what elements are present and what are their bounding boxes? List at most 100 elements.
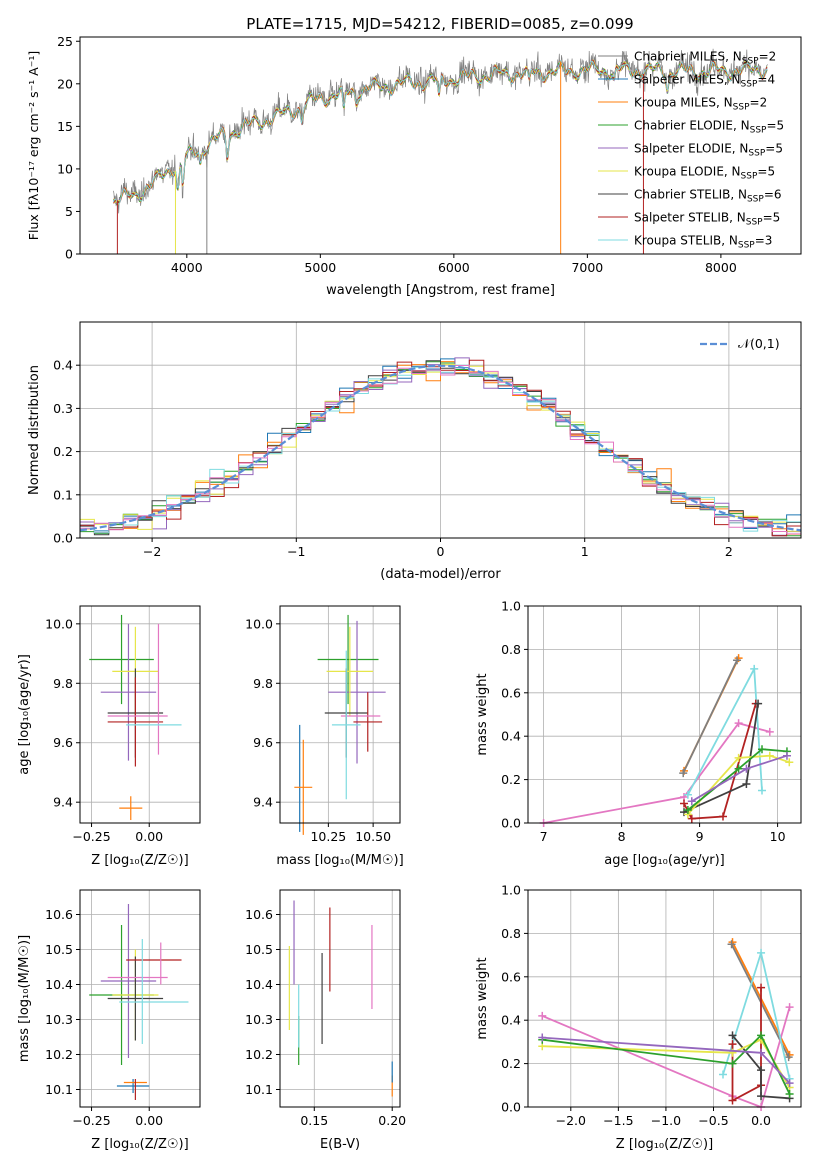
legend-value: =5: [765, 142, 783, 156]
y-tick-label: 9.8: [253, 676, 273, 691]
histogram-step: [80, 360, 801, 537]
y-tick-label: 10.0: [245, 616, 273, 631]
x-tick-label: 0.15: [300, 1113, 328, 1128]
y-tick-label: 15: [57, 119, 73, 134]
spectrum-legend: Chabrier MILES, NSSP=2 Salpeter MILES, NS…: [598, 50, 784, 251]
gridlines: [528, 605, 801, 824]
y-tick-label: 0.4: [501, 729, 521, 744]
legend-value: =2: [759, 50, 777, 64]
x-tick-label: 2: [725, 544, 733, 559]
weight-marker: [758, 786, 766, 795]
x-tick-label: −1.0: [651, 1113, 681, 1128]
y-tick-label: 9.6: [53, 735, 73, 750]
weight-marker: [742, 764, 751, 773]
legend-label: Salpeter ELODIE, NSSP=5: [634, 142, 783, 159]
x-tick-label: 0.0: [751, 1113, 771, 1128]
weight-marker: [757, 948, 766, 957]
gridlines: [80, 606, 200, 823]
legend-label: Salpeter MILES, NSSP=4: [634, 73, 775, 90]
weight-marker: [728, 1059, 737, 1068]
weight-marker: [683, 805, 692, 814]
weight-marker: [538, 1033, 547, 1042]
weight-marker: [687, 797, 696, 806]
weight-marker: [727, 940, 736, 949]
y-tick-label: 0.4: [53, 358, 73, 373]
figure-title: PLATE=1715, MJD=54212, FIBERID=0085, z=0…: [246, 15, 633, 33]
x-tick-label: 0.20: [378, 1113, 406, 1128]
x-tick-label: 0.00: [135, 1113, 163, 1128]
weight-marker: [733, 656, 742, 665]
weight-marker: [728, 1096, 737, 1105]
x-tick-label: 9: [696, 829, 704, 844]
age-vs-Z-xlabel: Z [log₁₀(Z/Z☉)]: [91, 853, 188, 868]
legend-subscript: SSP: [746, 218, 763, 228]
x-tick-label: 7: [540, 829, 548, 844]
y-tick-label: 10.4: [245, 977, 273, 992]
y-tick-label: 1.0: [501, 883, 521, 898]
age-vs-Z-ylabel: age [log₁₀(age/yr)]: [17, 654, 32, 775]
y-tick-label: 10.4: [45, 977, 73, 992]
y-tick-label: 10.5: [245, 942, 273, 957]
plot-frame: [79, 605, 201, 824]
x-tick-label: 4000: [171, 260, 203, 275]
weight-vs-age-xlabel: age [log₁₀(age/yr)]: [604, 853, 725, 868]
y-tick-label: 10.1: [245, 1082, 273, 1097]
weight-marker: [757, 1066, 766, 1075]
weight-marker: [785, 1089, 794, 1098]
y-tick-label: 10.3: [45, 1012, 73, 1027]
legend-label: Kroupa MILES, NSSP=2: [634, 96, 767, 113]
age-vs-mass-plot: 10.25 10.50 9.4 9.6 9.8 10.0 mass [log₁₀(M/M☉)…: [245, 605, 404, 868]
weight-marker: [784, 1053, 793, 1062]
y-tick-label: 10.5: [45, 942, 73, 957]
spectrum-ylabel: Flux [fλ10⁻¹⁷ erg cm⁻² s⁻¹ A⁻¹]: [26, 51, 41, 240]
legend-value: =5: [766, 119, 784, 133]
y-tick-label: 0.0: [53, 531, 73, 546]
weight-marker: [687, 814, 696, 823]
plot-frame: [279, 889, 401, 1108]
legend-subscript: SSP: [747, 195, 764, 205]
y-tick-label: 0.2: [53, 444, 73, 459]
legend-value: =6: [764, 188, 782, 202]
x-tick-label: 10: [770, 829, 786, 844]
weight-marker: [728, 1031, 737, 1040]
spectrum-model-line: [113, 60, 768, 205]
legend-label: Chabrier MILES, NSSP=2: [634, 50, 776, 67]
legend-value: =3: [755, 234, 773, 248]
weight-marker: [734, 719, 743, 728]
weight-marker: [757, 1092, 766, 1101]
mass-vs-Z-plot: −0.25 0.00 10.1 10.2 10.3 10.4 10.5 10.6 Z [log₁…: [17, 889, 201, 1152]
y-tick-label: 10.2: [245, 1047, 273, 1062]
y-tick-label: 10.0: [45, 616, 73, 631]
y-tick-label: 0.4: [501, 1013, 521, 1028]
spectrum-plot: 4000 5000 6000 7000 8000 0 5 10 15 20 25 wavelength…: [26, 34, 802, 298]
plot-frame: [279, 605, 401, 824]
legend-value: =4: [757, 73, 775, 87]
plot-frame: [527, 889, 802, 1108]
residuals-steps: [80, 357, 801, 537]
residuals-xlabel: (data-model)/error: [380, 567, 501, 582]
age-vs-Z-plot: −0.25 0.00 9.4 9.6 9.8 10.0 Z [log₁₀(Z/Z☉)] age…: [17, 605, 201, 868]
weight-marker: [683, 790, 692, 799]
weight-vs-Z-ylabel: mass weight: [475, 957, 490, 1039]
spectrum-xlabel: wavelength [Angstrom, rest frame]: [326, 283, 555, 298]
plot-frame: [527, 605, 802, 824]
y-tick-label: 10.1: [45, 1082, 73, 1097]
weight-marker: [785, 1003, 794, 1012]
weight-line: [731, 987, 762, 1102]
residuals-ylabel: Normed distribution: [27, 365, 42, 495]
legend-subscript: SSP: [741, 172, 758, 182]
legend-label: Chabrier ELODIE, NSSP=5: [634, 119, 784, 136]
x-tick-label: 8000: [705, 260, 737, 275]
x-tick-label: 5000: [304, 260, 336, 275]
y-tick-label: 0.6: [501, 685, 521, 700]
x-tick-label: −1.5: [603, 1113, 633, 1128]
spectrum-lines: [113, 48, 768, 254]
x-tick-label: 0.00: [135, 829, 163, 844]
x-tick-label: −0.25: [72, 1113, 110, 1128]
legend-label: Chabrier STELIB, NSSP=6: [634, 188, 782, 205]
weight-line: [542, 1033, 791, 1095]
y-tick-label: 0: [65, 247, 73, 262]
weight-vs-Z-xlabel: Z [log₁₀(Z/Z☉)]: [616, 1137, 713, 1152]
weight-vs-age-plot: 7 8 9 10 0.0 0.2 0.4 0.6 0.8 1.0 age [log₁₀(age/yr…: [475, 599, 802, 868]
